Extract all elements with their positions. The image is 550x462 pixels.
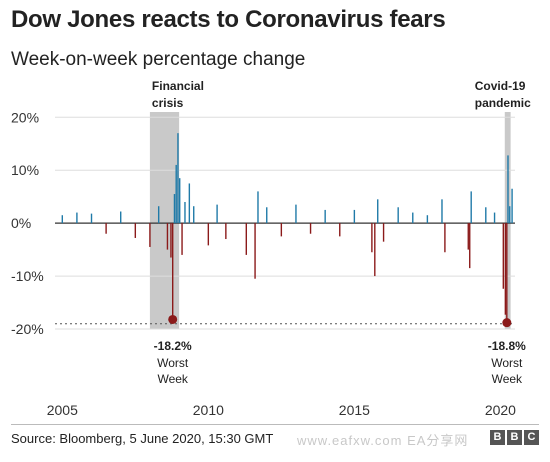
shaded-region-label: Covid-19 pandemic [475, 79, 531, 110]
worst-week-value: -18.2% [154, 339, 192, 353]
logo-letter: B [490, 430, 505, 445]
x-tick-label: 2010 [193, 402, 224, 418]
logo-letter: C [524, 430, 539, 445]
y-tick-label: 0% [11, 215, 31, 231]
weekly-change-bars [61, 133, 513, 323]
chart-subtitle: Week-on-week percentage change [11, 49, 306, 70]
y-tick-label: -20% [11, 321, 44, 337]
worst-week-note: Worst [491, 356, 523, 370]
worst-week-note: Worst [157, 356, 189, 370]
x-tick-label: 2005 [47, 402, 78, 418]
worst-week-note: Week [157, 372, 188, 386]
x-tick-label: 2015 [339, 402, 370, 418]
logo-letter: B [507, 430, 522, 445]
bbc-logo: B B C [490, 430, 539, 445]
y-tick-label: 20% [11, 109, 39, 125]
worst-week-note: Week [492, 372, 523, 386]
worst-week-marker [168, 314, 178, 324]
x-tick-label: 2020 [485, 402, 516, 418]
chart-area: Financial crisis Covid-19 pandemic -18.2% Wo… [11, 79, 531, 418]
shaded-region-label: Financial crisis [152, 79, 204, 110]
worst-week-value: -18.8% [488, 339, 526, 353]
y-tick-label: 10% [11, 162, 39, 178]
worst-week-marker [502, 318, 512, 328]
footer-divider [11, 424, 539, 425]
axis-labels: 20% 10% 0% -10% -20% 2005 2010 2015 2020 [11, 109, 516, 418]
chart-title: Dow Jones reacts to Coronavirus fears [11, 6, 446, 33]
source-note: Source: Bloomberg, 5 June 2020, 15:30 GM… [11, 431, 274, 446]
watermark: www.eafxw.com EA分享网 [297, 433, 469, 448]
annotations: -18.2% Worst Week -18.8% Worst Week [154, 314, 526, 386]
gridlines [55, 116, 515, 330]
shaded-regions: Financial crisis Covid-19 pandemic [149, 79, 531, 329]
y-tick-label: -10% [11, 268, 44, 284]
